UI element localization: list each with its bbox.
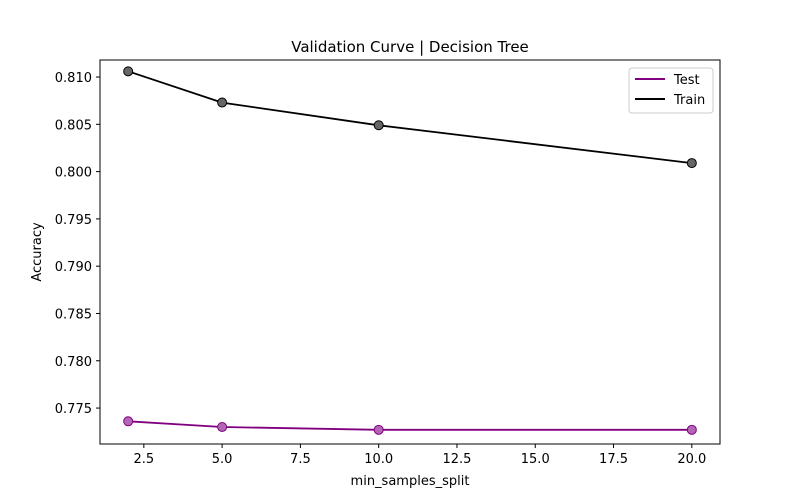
- x-tick-label: 20.0: [677, 452, 706, 467]
- x-axis-ticks: 2.5 5.0 7.5 10.0 12.5 15.0 17.5 20.0: [133, 444, 706, 467]
- series-layer: [123, 66, 697, 435]
- x-tick-label: 17.5: [599, 452, 628, 467]
- series-point-test: [373, 424, 384, 435]
- x-tick-label: 10.0: [364, 452, 393, 467]
- series-line-test: [128, 420, 692, 431]
- series-point-test: [217, 421, 228, 432]
- axes-frame: [99, 59, 721, 445]
- series-point-train: [217, 97, 228, 108]
- series-point-train: [686, 158, 697, 169]
- y-tick-label: 0.810: [55, 71, 92, 86]
- legend: Test Train: [628, 67, 714, 114]
- legend-label-test: Test: [673, 73, 700, 88]
- x-axis-title: min_samples_split: [351, 474, 470, 489]
- series-point-test: [123, 416, 134, 427]
- plot-area: [100, 60, 720, 444]
- series-point-train: [373, 120, 384, 131]
- y-axis-ticks: 0.775 0.780 0.785 0.790 0.795 0.800 0.805 0.810: [55, 71, 100, 417]
- x-tick-label: 5.0: [212, 452, 233, 467]
- chart-title: Validation Curve | Decision Tree: [291, 38, 529, 56]
- x-tick-label: 15.0: [521, 452, 550, 467]
- y-tick-label: 0.780: [55, 355, 92, 370]
- y-tick-label: 0.800: [55, 166, 92, 181]
- y-tick-label: 0.775: [55, 402, 92, 417]
- x-tick-label: 2.5: [133, 452, 154, 467]
- legend-label-train: Train: [673, 93, 705, 108]
- y-tick-label: 0.805: [55, 118, 92, 133]
- x-tick-label: 12.5: [442, 452, 471, 467]
- axes-background: [100, 60, 720, 444]
- y-tick-label: 0.795: [55, 213, 92, 228]
- x-tick-label: 7.5: [290, 452, 311, 467]
- y-tick-label: 0.785: [55, 307, 92, 322]
- series-line-train: [127, 70, 692, 164]
- series-point-test: [686, 424, 697, 435]
- y-tick-label: 0.790: [55, 260, 92, 275]
- y-axis-title: Accuracy: [30, 222, 45, 282]
- series-point-train: [123, 66, 134, 77]
